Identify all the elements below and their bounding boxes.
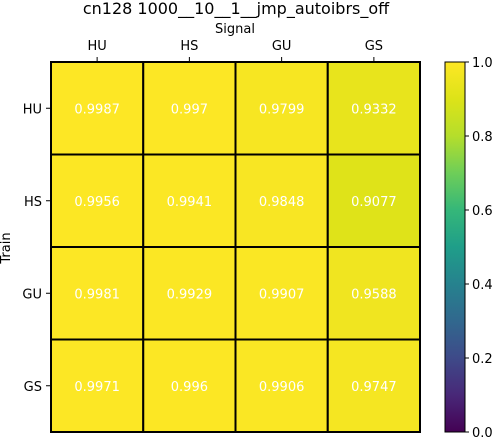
cell-value-label: 0.9941: [167, 195, 213, 210]
y-tick-label: GS: [24, 380, 42, 395]
heatmap-cell: [142, 153, 237, 248]
heatmap-cell: [234, 246, 329, 341]
cell-value-label: 0.9981: [74, 287, 120, 302]
cell-value-label: 0.9747: [351, 380, 397, 395]
colorbar-tick-label: 0.8: [472, 130, 493, 145]
colorbar-tick-label: 0.6: [472, 204, 493, 219]
colorbar-tick-label: 0.4: [472, 278, 493, 293]
cell-value-label: 0.9956: [74, 195, 120, 210]
y-axis-label: Train: [0, 232, 14, 264]
cell-value-label: 0.9971: [74, 380, 120, 395]
colorbar: [444, 61, 466, 433]
cell-value-label: 0.996: [171, 380, 208, 395]
colorbar-tick-label: 0.2: [472, 352, 493, 367]
y-tick-label: HS: [24, 195, 42, 210]
cell-value-label: 0.9907: [259, 287, 305, 302]
y-tick-label: HU: [23, 102, 42, 117]
cell-value-label: 0.9588: [351, 287, 397, 302]
plot-frame: [50, 61, 421, 433]
colorbar-ticks: 0.0 0.2 0.4 0.6 0.8 1.0: [465, 56, 493, 440]
cell-value-label: 0.9987: [74, 102, 120, 117]
y-tick-label: GU: [22, 287, 42, 302]
cell-value-label: 0.997: [171, 102, 208, 117]
heatmap-cells: [50, 61, 421, 433]
x-tick-label: GU: [272, 39, 292, 54]
cell-value-label: 0.9906: [259, 380, 305, 395]
cell-value-label: 0.9929: [167, 287, 213, 302]
x-axis-label: Signal: [215, 22, 255, 37]
heatmap-cell-labels: 0.9987 0.997 0.9799 0.9332 0.9956 0.9941 0.984…: [74, 102, 396, 395]
cell-value-label: 0.9799: [259, 102, 305, 117]
cell-value-label: 0.9848: [259, 195, 305, 210]
heatmap-cell: [234, 153, 329, 248]
colorbar-tick-label: 0.0: [472, 426, 493, 440]
heatmap-cell: [326, 153, 421, 248]
x-tick-labels: HU HS GU GS: [87, 39, 383, 62]
y-tick-labels: HU HS GU GS: [22, 102, 51, 395]
x-tick-label: HS: [180, 39, 198, 54]
heatmap-cell: [326, 338, 421, 433]
chart-title: cn128 1000__10__1__jmp_autoibrs_off: [83, 0, 390, 19]
heatmap-cell: [142, 338, 237, 433]
colorbar-tick-label: 1.0: [472, 56, 493, 71]
x-tick-label: HU: [87, 39, 106, 54]
cell-value-label: 0.9332: [351, 102, 397, 117]
heatmap-cell: [234, 338, 329, 433]
x-tick-label: GS: [365, 39, 383, 54]
cell-value-label: 0.9077: [351, 195, 397, 210]
